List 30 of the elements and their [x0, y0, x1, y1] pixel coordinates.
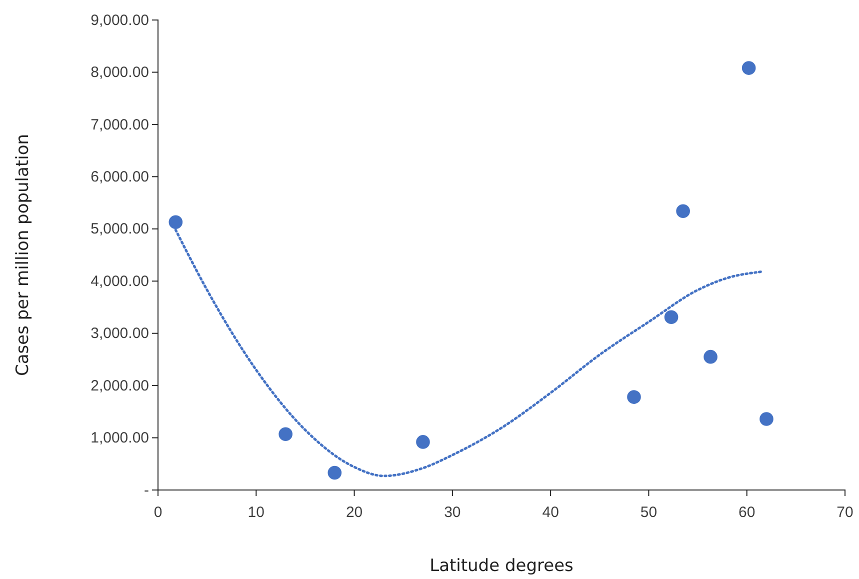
y-tick-label: 4,000.00	[90, 272, 149, 290]
y-tick-label: 9,000.00	[90, 12, 149, 29]
y-tick-label: 1,000.00	[90, 430, 149, 447]
y-tick-label: 3,000.00	[90, 325, 149, 342]
x-tick-label: 20	[346, 504, 363, 521]
point	[704, 350, 718, 364]
x-tick-label: 70	[836, 504, 854, 521]
point	[760, 412, 774, 426]
x-axis-title: Latitude degrees	[430, 556, 574, 576]
point	[676, 204, 690, 218]
y-tick-label: 6,000.00	[90, 168, 149, 186]
y-tick-label: 5,000.00	[90, 220, 149, 238]
point	[328, 466, 342, 480]
y-tick-label: -	[144, 482, 149, 499]
x-tick-label: 60	[738, 504, 756, 521]
y-axis-title: Cases per million population	[13, 134, 33, 376]
point	[742, 61, 756, 75]
point	[416, 435, 430, 449]
y-tick-label: 7,000.00	[90, 116, 149, 134]
x-tick-label: 50	[640, 504, 658, 521]
point	[168, 215, 183, 229]
x-tick-label: 0	[154, 504, 162, 521]
y-tick-label: 8,000.00	[90, 64, 149, 82]
point	[627, 390, 641, 404]
y-tick-label: 2,000.00	[90, 377, 149, 394]
x-tick-label: 30	[444, 504, 461, 521]
x-tick-label: 10	[248, 504, 264, 521]
x-tick-label: 40	[542, 504, 559, 521]
point	[278, 427, 292, 442]
point	[664, 310, 678, 324]
